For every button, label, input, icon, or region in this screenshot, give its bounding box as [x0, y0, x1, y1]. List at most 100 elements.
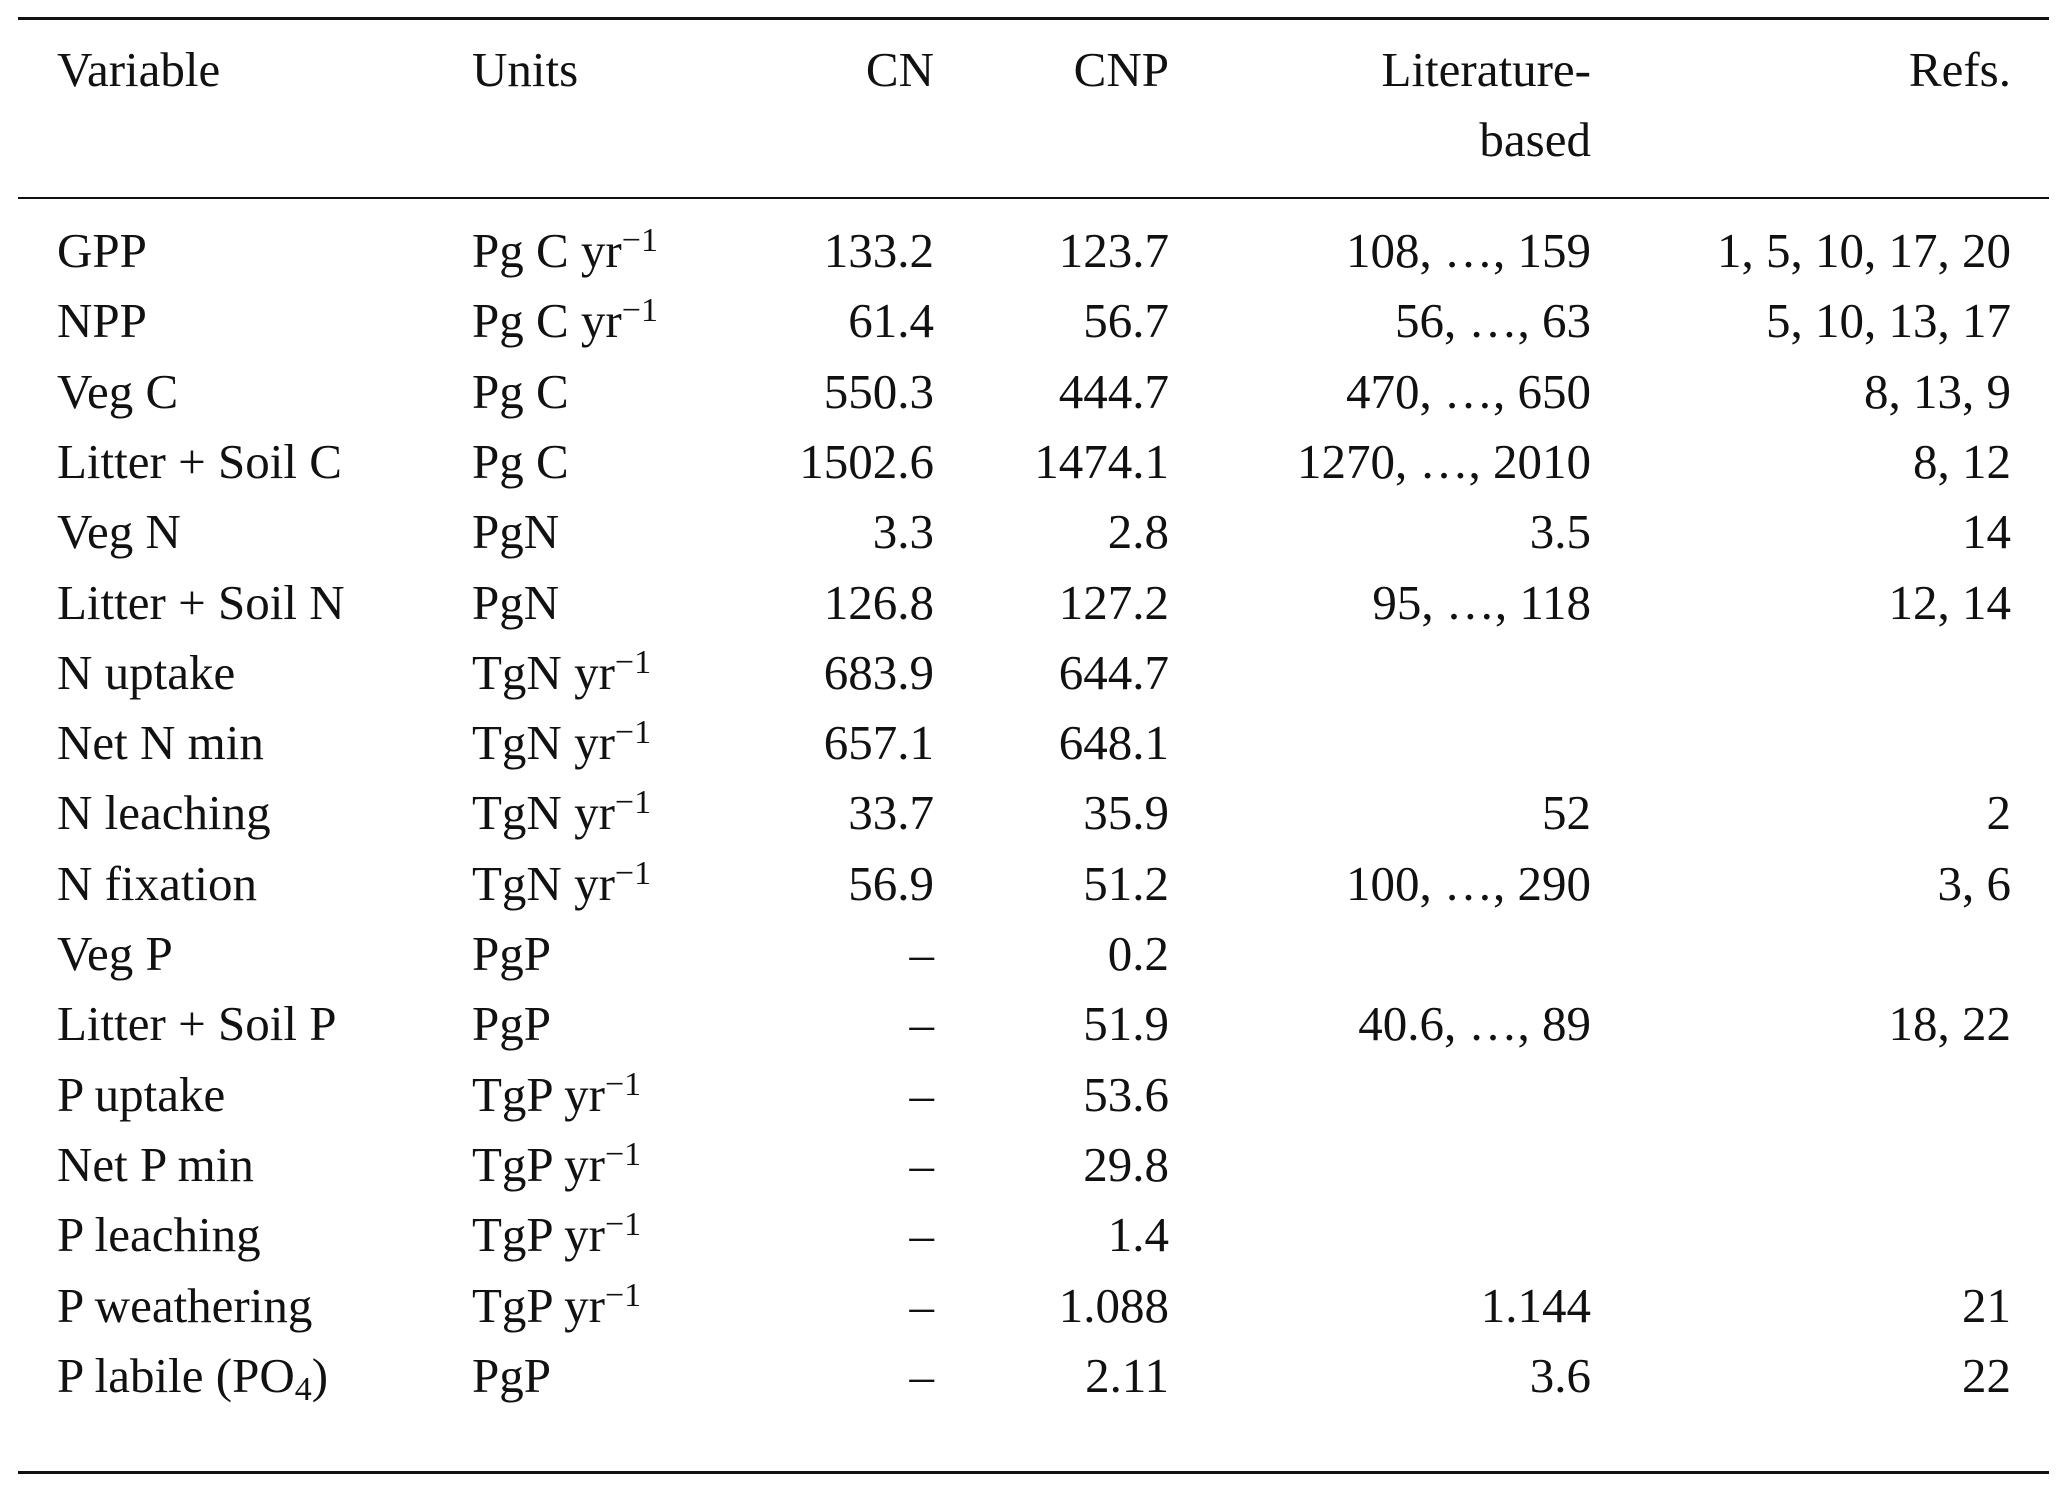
refs-cell: 3, 6 — [1937, 855, 2012, 911]
cnp-cell: 2.8 — [1107, 504, 1169, 560]
cn-cell: 657.1 — [823, 715, 934, 771]
superscript: −1 — [614, 643, 652, 681]
variable-cell: Net P min — [57, 1130, 254, 1200]
cnp-cell: 1.4 — [1107, 1207, 1169, 1263]
units-cell: TgP yr−1 — [472, 1060, 641, 1130]
units-cell: PgN — [472, 497, 559, 567]
header-cn: CN — [865, 42, 934, 97]
cnp-cell: 1474.1 — [1034, 433, 1169, 489]
units-cell: TgP yr−1 — [472, 1271, 641, 1341]
units: TgN yr — [472, 785, 615, 841]
cn-cell: 56.9 — [848, 855, 934, 911]
literature-cell: 1270, …, 2010 — [1297, 433, 1591, 489]
cn-cell: 126.8 — [823, 574, 934, 630]
variable-cell: Veg C — [57, 357, 178, 427]
cn-cell: – — [909, 926, 935, 981]
units: PgP — [472, 926, 552, 981]
cn-cell: – — [909, 1136, 935, 1192]
variable-name: NPP — [57, 293, 147, 349]
cn-cell: – — [909, 1277, 935, 1333]
cnp-cell: 1.088 — [1058, 1277, 1169, 1333]
literature-cell: 52 — [1542, 785, 1591, 841]
units-cell: TgN yr−1 — [472, 638, 651, 708]
cnp-cell: 0.2 — [1107, 926, 1169, 981]
variable-cell: P uptake — [57, 1060, 225, 1130]
superscript: −1 — [604, 1065, 642, 1103]
literature-cell: 108, …, 159 — [1346, 223, 1591, 278]
units-cell: Pg C yr−1 — [472, 216, 658, 286]
variable-cell: P weathering — [57, 1271, 312, 1341]
units: PgP — [472, 996, 552, 1052]
literature-cell: 3.6 — [1529, 1347, 1591, 1403]
variable-name: P leaching — [57, 1207, 261, 1263]
superscript: −1 — [614, 784, 652, 822]
variable-cell: Veg P — [57, 919, 173, 989]
cn-cell: – — [909, 996, 935, 1052]
units: TgP yr — [472, 1207, 605, 1263]
subscript: 4 — [294, 1370, 312, 1408]
cnp-cell: 444.7 — [1058, 363, 1169, 419]
literature-cell: 3.5 — [1529, 504, 1591, 560]
variable-cell: N leaching — [57, 778, 271, 848]
units: PgN — [472, 574, 560, 630]
cn-cell: – — [909, 1347, 935, 1403]
variable-name: N leaching — [57, 785, 271, 841]
variable-name: Veg N — [57, 504, 181, 560]
variable-cell: Litter + Soil P — [57, 989, 336, 1059]
units-cell: PgN — [472, 568, 559, 638]
bottom-rule — [18, 1471, 2049, 1474]
variable-name: Litter + Soil N — [57, 574, 345, 630]
variable-name: Litter + Soil C — [57, 433, 342, 489]
top-rule — [18, 17, 2049, 20]
refs-cell: 1, 5, 10, 17, 20 — [1717, 223, 2011, 278]
variable-cell: N fixation — [57, 849, 257, 919]
cnp-cell: 51.2 — [1083, 855, 1169, 911]
cn-cell: 133.2 — [823, 223, 934, 278]
variable-name: Net N min — [57, 715, 264, 771]
variable-name: P uptake — [57, 1066, 226, 1122]
cnp-cell: 648.1 — [1058, 715, 1169, 771]
variable-cell: NPP — [57, 286, 147, 356]
units: TgP yr — [472, 1066, 605, 1122]
variable-name: Litter + Soil P — [57, 996, 337, 1052]
units: TgN yr — [472, 715, 615, 771]
units: PgN — [472, 504, 560, 560]
units-cell: PgP — [472, 989, 551, 1059]
cn-cell: – — [909, 1207, 935, 1263]
literature-cell: 1.144 — [1480, 1277, 1591, 1333]
cnp-cell: 29.8 — [1083, 1136, 1169, 1192]
variable-cell: P leaching — [57, 1200, 261, 1270]
refs-cell: 8, 12 — [1913, 433, 2011, 489]
units-cell: PgP — [472, 919, 551, 989]
units-cell: TgN yr−1 — [472, 778, 651, 848]
units-cell: Pg C — [472, 427, 569, 497]
cnp-cell: 56.7 — [1083, 293, 1169, 349]
units-cell: PgP — [472, 1341, 551, 1411]
units-cell: TgN yr−1 — [472, 849, 651, 919]
variable-cell: Net N min — [57, 708, 264, 778]
header-units: Units — [472, 42, 579, 97]
variable-name: P labile (PO — [57, 1347, 295, 1403]
superscript: −1 — [614, 714, 652, 752]
units: TgP yr — [472, 1136, 605, 1192]
refs-cell: 21 — [1962, 1277, 2011, 1333]
refs-cell: 14 — [1962, 504, 2011, 560]
superscript: −1 — [604, 1135, 642, 1173]
units-cell: TgN yr−1 — [472, 708, 651, 778]
units: Pg C yr — [472, 293, 622, 349]
variable-cell: Litter + Soil C — [57, 427, 342, 497]
units: Pg C — [472, 433, 569, 489]
units: Pg C — [472, 363, 569, 419]
literature-cell: 95, …, 118 — [1372, 574, 1591, 630]
units-cell: TgP yr−1 — [472, 1200, 641, 1270]
cnp-cell: 51.9 — [1083, 996, 1169, 1052]
cn-cell: 61.4 — [848, 293, 934, 349]
refs-cell: 5, 10, 13, 17 — [1766, 293, 2011, 349]
refs-cell: 22 — [1962, 1347, 2011, 1403]
cnp-cell: 127.2 — [1058, 574, 1169, 630]
variable-name: Veg C — [57, 363, 179, 419]
cnp-cell: 123.7 — [1058, 223, 1169, 278]
cnp-cell: 644.7 — [1058, 644, 1169, 700]
literature-cell: 56, …, 63 — [1395, 293, 1591, 349]
